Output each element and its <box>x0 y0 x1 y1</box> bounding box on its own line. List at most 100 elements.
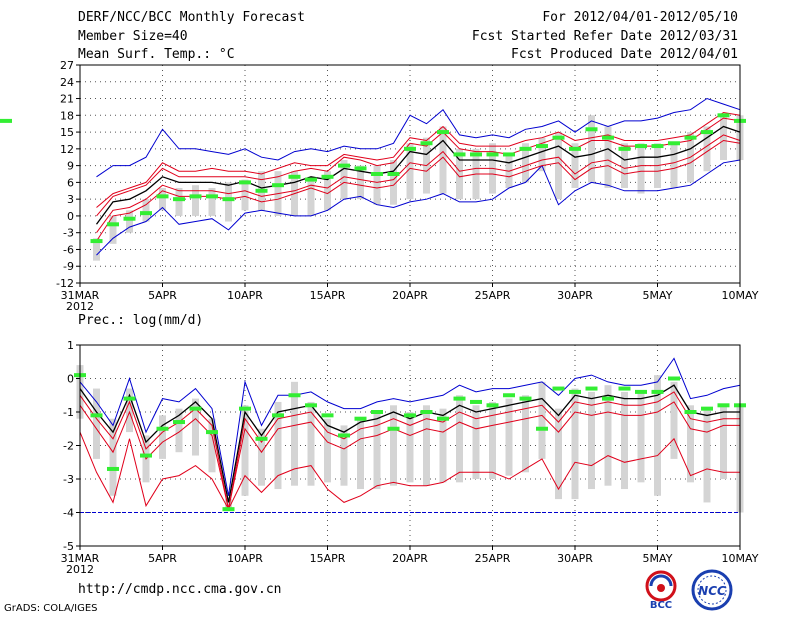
temp-y-tick-label: 27 <box>60 59 74 72</box>
prec-spread-box <box>439 408 447 483</box>
prec-observed-marker <box>486 403 499 408</box>
prec-mean-line <box>79 384 740 503</box>
prec-y-tick-label: -3 <box>63 473 74 486</box>
bcc-logo: BCC <box>645 570 677 610</box>
prec-observed-marker <box>569 389 581 394</box>
prec-observed-marker <box>222 507 235 512</box>
prec-spread-box <box>522 395 529 473</box>
prec-observed-marker <box>206 430 218 435</box>
prec-spread-box <box>93 388 100 459</box>
temp-spread-box <box>93 238 100 261</box>
temp-spread-box <box>456 148 463 200</box>
prec-spread-box <box>192 398 199 456</box>
temp-observed-marker <box>437 130 449 135</box>
prec-spread-box <box>588 391 595 490</box>
temp-observed-marker <box>156 194 169 199</box>
prec-observed-marker <box>684 410 697 414</box>
temp-observed-marker <box>701 130 713 135</box>
temp-x-tick-label: 20APR <box>392 289 428 302</box>
prec-spread-box <box>538 381 546 459</box>
prec-spread-box <box>208 418 216 473</box>
temp-observed-marker <box>618 146 631 151</box>
temp-observed-marker <box>222 197 235 202</box>
prec-spread-box <box>126 388 133 433</box>
temp-y-tick-label: -3 <box>63 227 74 240</box>
temp-observed-marker <box>239 180 251 185</box>
member-size-label: Member Size=40 <box>78 29 188 44</box>
temp-observed-marker <box>602 135 614 140</box>
grads-credit: GrADS: COLA/IGES <box>4 603 98 614</box>
temp-spread-box <box>159 187 166 211</box>
prec-y-tick-label: -5 <box>63 540 74 553</box>
temp-x-tick-label: 5MAY <box>643 289 673 302</box>
prec-spread-box <box>291 381 298 486</box>
prec-observed-marker <box>173 420 185 425</box>
temp-spread-box <box>538 137 546 172</box>
temp-y-tick-label: 0 <box>67 210 74 223</box>
temp-observed-marker <box>338 163 350 168</box>
temp-spread-box <box>126 210 133 233</box>
prec-observed-marker <box>519 396 532 401</box>
prec-spread-box <box>489 401 496 479</box>
prec-observed-marker <box>338 433 350 438</box>
temp-observed-marker <box>569 146 581 151</box>
variable-label: Mean Surf. Temp.: °C <box>78 47 235 62</box>
prec-observed-marker <box>404 413 416 418</box>
temp-observed-marker <box>255 188 268 193</box>
prec-x-tick-label: 10APR <box>227 552 263 565</box>
temp-observed-marker <box>668 141 680 146</box>
temp-observed-marker <box>453 152 466 157</box>
prec-observed-marker <box>668 376 680 381</box>
prec-observed-marker <box>470 399 482 404</box>
prec-observed-marker <box>602 396 614 401</box>
temp-spread-box <box>109 215 117 244</box>
prec-observed-marker <box>420 410 433 414</box>
temp-x-tick-label: 10APR <box>227 289 263 302</box>
temp-x-tick-label: 10MAY <box>722 289 759 302</box>
prec-observed-marker <box>107 466 119 471</box>
temp-y-tick-label: 6 <box>67 176 74 189</box>
temp-observed-marker <box>354 166 367 171</box>
prec-y-tick-label: -2 <box>63 440 74 453</box>
temp-x-tick-label: 5APR <box>148 289 177 302</box>
temp-lower1-line <box>96 134 741 233</box>
prec-x-tick-label: 10MAY <box>722 552 759 565</box>
prec-spread-box <box>720 405 727 479</box>
temp-upper1-line <box>96 117 741 217</box>
prec-x-tick-label: 20APR <box>392 552 428 565</box>
ncc-logo: NCC <box>691 569 733 611</box>
temp-observed-marker <box>651 144 664 149</box>
temp-spread-box <box>340 160 348 200</box>
prec-observed-marker <box>453 396 466 401</box>
source-url[interactable]: http://cmdp.ncc.cma.gov.cn <box>78 582 282 597</box>
temp-observed-marker <box>321 174 334 179</box>
temp-observed-marker <box>585 127 598 132</box>
temp-panel: -12 -9 -6 -3 0 3 6 9 12 15 18 21 24 27 31MAR 5APR 10APR 1… <box>0 59 759 313</box>
temp-spread-box <box>192 185 199 216</box>
prec-panel: -5 -4 -3 -2 -1 0 1 31MAR 5APR 10APR 15APR 20APR 25AP… <box>61 339 759 576</box>
temp-observed-marker <box>206 194 218 199</box>
prec-spread-box <box>373 412 381 490</box>
prec-spread-box <box>621 391 628 490</box>
prec-spread-box <box>357 418 364 490</box>
prec-spread-box <box>604 385 612 486</box>
prec-lower2-line <box>79 431 740 511</box>
prec-spread-box <box>637 391 645 483</box>
temp-observed-marker <box>387 172 400 176</box>
prec-observed-marker <box>90 413 103 418</box>
temp-observed-marker <box>272 183 284 188</box>
prec-spread-box <box>175 408 183 453</box>
temp-observed-marker <box>519 146 532 151</box>
temp-max-line <box>96 97 741 178</box>
temp-spread-box <box>175 187 183 216</box>
prec-observed-marker <box>717 403 730 408</box>
temp-observed-marker <box>536 144 548 149</box>
temp-y-tick-label: -9 <box>63 260 74 273</box>
temp-spread-box <box>373 165 381 205</box>
temp-y-tick-label: 15 <box>60 126 74 139</box>
temp-spread-box <box>324 171 331 211</box>
temp-observed-marker <box>684 135 697 140</box>
prec-observed-marker <box>503 393 515 398</box>
temp-observed-marker <box>404 146 416 151</box>
prec-observed-marker <box>536 426 548 431</box>
